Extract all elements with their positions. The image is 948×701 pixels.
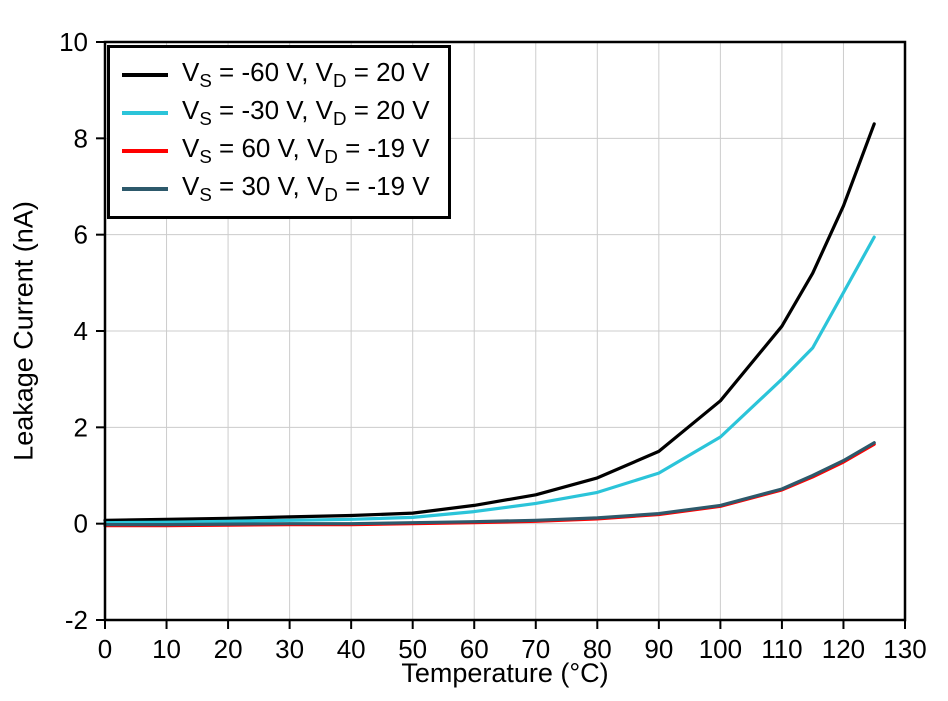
legend-item-2: VS = 60 V, VD = -19 V	[122, 132, 430, 170]
x-tick-label: 40	[337, 634, 366, 664]
x-tick-label: 0	[98, 634, 112, 664]
y-tick-label: 10	[59, 27, 88, 57]
x-tick-label: 90	[644, 634, 673, 664]
legend-item-1: VS = -30 V, VD = 20 V	[122, 94, 430, 132]
legend-label: VS = 60 V, VD = -19 V	[182, 133, 430, 168]
x-tick-label: 100	[699, 634, 742, 664]
legend-line-sample	[122, 187, 168, 191]
x-tick-label: 30	[275, 634, 304, 664]
y-tick-label: 0	[74, 509, 88, 539]
tick-labels: 0 10 20 30 40 50 60 70 80 90 100 110 120 130 -2 0 2 4 6 8 10	[59, 27, 927, 664]
y-tick-label: 4	[74, 316, 88, 346]
x-tick-label: 60	[460, 634, 489, 664]
series-lines	[103, 122, 876, 528]
legend-item-3: VS = 30 V, VD = -19 V	[122, 170, 430, 208]
legend-line-sample	[122, 73, 168, 77]
x-tick-label: 130	[883, 634, 926, 664]
legend-item-0: VS = -60 V, VD = 20 V	[122, 56, 430, 94]
y-tick-label: -2	[65, 605, 88, 635]
legend: VS = -60 V, VD = 20 V VS = -30 V, VD = 20…	[107, 45, 451, 219]
legend-line-sample	[122, 149, 168, 153]
series-line-3	[103, 441, 876, 527]
x-tick-label: 50	[398, 634, 427, 664]
x-tick-label: 80	[583, 634, 612, 664]
tick-marks	[96, 41, 906, 629]
y-tick-label: 8	[74, 123, 88, 153]
x-tick-label: 70	[521, 634, 550, 664]
legend-label: VS = -60 V, VD = 20 V	[182, 57, 430, 92]
x-tick-label: 110	[761, 634, 802, 664]
y-tick-label: 2	[74, 412, 88, 442]
series-line-2	[103, 442, 876, 528]
y-axis-label: Leakage Current (nA)	[8, 201, 39, 461]
series-line-0	[103, 122, 876, 522]
legend-label: VS = 30 V, VD = -19 V	[182, 171, 430, 206]
series-line-1	[103, 235, 876, 525]
x-tick-label: 20	[214, 634, 243, 664]
y-tick-label: 6	[74, 220, 88, 250]
legend-line-sample	[122, 111, 168, 115]
x-tick-label: 10	[152, 634, 181, 664]
x-axis-label: Temperature (°C)	[401, 658, 609, 688]
legend-label: VS = -30 V, VD = 20 V	[182, 95, 430, 130]
x-tick-label: 120	[822, 634, 865, 664]
